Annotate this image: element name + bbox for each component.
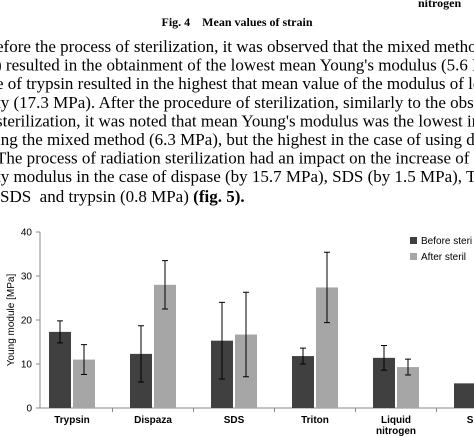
figure-ref: (fig. 5). xyxy=(193,187,244,206)
error-bar xyxy=(381,345,387,371)
paragraph-line: e of trypsin resulted in the highest tha… xyxy=(0,74,474,93)
x-tick-label: SDS xyxy=(224,415,245,426)
error-bar xyxy=(162,260,168,310)
bar xyxy=(154,284,176,408)
label-line: nitrogen xyxy=(376,426,416,436)
legend-swatch xyxy=(410,253,417,260)
bar xyxy=(292,356,314,408)
y-tick-label: 0 xyxy=(26,404,32,415)
figure-caption: Fig. 4 Mean values of strain xyxy=(162,15,313,29)
y-axis-label: Young module [MPa] xyxy=(6,274,17,367)
y-tick-label: 10 xyxy=(21,360,33,371)
previous-figure-fragment: nitrogen xyxy=(418,0,461,10)
bar xyxy=(454,383,474,408)
text: SDS and trypsin (0.8 MPa) xyxy=(0,187,193,206)
x-tick-label: SDS xyxy=(467,415,474,426)
bar xyxy=(49,331,71,408)
x-tick-label: Triton xyxy=(301,415,329,426)
paragraph-line: ty modulus in the case of dispase (by 15… xyxy=(0,167,474,186)
error-bar xyxy=(81,344,87,376)
x-tick-label: Dispaza xyxy=(134,415,172,426)
paragraph-line: ing the mixed method (6.3 MPa), but the … xyxy=(0,130,474,149)
error-bar xyxy=(138,325,144,383)
paragraph-line: ) resulted in the obtainment of the lowe… xyxy=(0,56,474,75)
bar xyxy=(373,357,395,408)
y-tick-label: 30 xyxy=(21,272,33,283)
paragraph-line: sterilization, it was noted that mean Yo… xyxy=(0,111,474,130)
x-tick-label: Liquid nitrogen xyxy=(376,415,416,436)
paragraph-line: SDS and trypsin (0.8 MPa) (fig. 5). xyxy=(0,187,245,206)
y-tick-label: 40 xyxy=(21,228,33,239)
paragraph-line: ty (17.3 MPa). After the procedure of st… xyxy=(0,93,474,112)
bar xyxy=(397,367,419,408)
x-tick-label: Trypsin xyxy=(54,415,90,426)
bar xyxy=(316,287,338,408)
error-bar xyxy=(219,301,225,380)
error-bar xyxy=(300,347,306,365)
legend-label: After steril xyxy=(421,252,466,263)
bar xyxy=(73,359,95,408)
paragraph-line: The process of radiation sterilization h… xyxy=(0,149,470,168)
error-bar xyxy=(324,251,330,324)
legend-label: Before steri xyxy=(421,236,472,247)
label-line: Liquid xyxy=(381,415,411,426)
error-bar xyxy=(405,358,411,376)
error-bar xyxy=(57,320,63,344)
error-bar xyxy=(243,291,249,378)
paragraph-line: efore the process of sterilization, it w… xyxy=(0,37,474,56)
y-tick-label: 20 xyxy=(21,316,33,327)
legend-swatch xyxy=(410,237,417,244)
